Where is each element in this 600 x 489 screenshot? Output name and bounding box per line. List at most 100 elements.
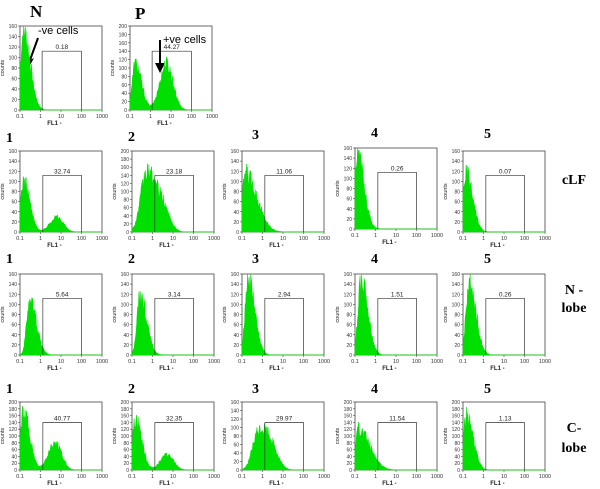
y-axis-label: counts: [443, 306, 449, 322]
y-tick-label: 100: [9, 56, 18, 62]
y-tick-label: 20: [123, 343, 129, 349]
y-tick-label: 140: [121, 173, 130, 179]
y-tick-label: 80: [233, 190, 239, 196]
y-tick-label: 0: [14, 468, 17, 474]
y-tick-label: 40: [123, 333, 129, 339]
x-tick-label: 1: [39, 114, 42, 120]
y-tick-label: 60: [11, 77, 17, 83]
gate-percent-label: 0.26: [391, 165, 404, 172]
y-tick-label: 0: [349, 353, 352, 359]
y-tick-label: 60: [454, 448, 460, 454]
y-axis-label: counts: [443, 183, 449, 199]
x-tick-label: 0.1: [238, 474, 246, 480]
y-tick-label: 80: [346, 313, 352, 319]
y-tick-label: 40: [121, 91, 127, 97]
histogram-area: [129, 56, 212, 111]
y-axis-label: counts: [443, 428, 449, 444]
x-tick-label: 10: [58, 236, 64, 242]
x-tick-label: 10: [501, 474, 507, 480]
y-tick-label: 140: [231, 159, 240, 165]
x-tick-label: 10: [58, 114, 64, 120]
x-tick-label: 100: [189, 359, 198, 365]
y-tick-label: 20: [454, 461, 460, 467]
y-tick-label: 0: [457, 230, 460, 236]
x-tick-label: 1: [482, 236, 485, 242]
x-tick-label: 10: [168, 114, 174, 120]
y-tick-label: 20: [346, 461, 352, 467]
y-tick-label: 100: [231, 302, 240, 308]
x-tick-label: 0.1: [459, 474, 467, 480]
histogram-area: [354, 273, 437, 356]
annotation-positive-cells: +ve cells: [163, 34, 207, 46]
x-tick-label: 1: [39, 359, 42, 365]
y-tick-label: 40: [11, 454, 17, 460]
x-tick-label: 100: [77, 359, 86, 365]
y-tick-label: 160: [231, 149, 240, 155]
y-tick-label: 80: [121, 74, 127, 80]
y-tick-label: 160: [121, 414, 130, 420]
histogram-area: [354, 421, 437, 471]
x-tick-label: 1000: [96, 236, 108, 242]
x-tick-label: 1: [261, 236, 264, 242]
x-tick-label: 100: [77, 114, 86, 120]
histogram-area: [241, 423, 324, 471]
y-tick-label: 80: [123, 441, 129, 447]
sample-number-clobe-3: 3: [252, 382, 259, 397]
histogram-panel-nlobe-5: 0 20 40 60 80 100 120 140 160 0.1 1 10 100 1000 FL1 - c…: [443, 268, 555, 373]
x-tick-label: 100: [299, 359, 308, 365]
gate-percent-label: 44.27: [164, 44, 181, 51]
x-tick-label: 1000: [208, 359, 220, 365]
gate-percent-label: 29.97: [276, 415, 293, 422]
x-tick-label: 100: [77, 474, 86, 480]
y-tick-label: 0: [124, 108, 127, 114]
x-tick-label: 0.1: [126, 114, 134, 120]
y-tick-label: 140: [344, 156, 353, 162]
y-tick-label: 20: [454, 220, 460, 226]
histogram-panel-clf-4: 0 20 40 60 80 100 120 140 160 0.1 1 10 100 1000 FL1 - c…: [335, 142, 447, 247]
gate-percent-label: 11.06: [276, 168, 292, 175]
gate-percent-label: 23.18: [166, 168, 183, 175]
x-axis-label: FL1 -: [382, 481, 396, 487]
x-tick-label: 1000: [208, 236, 220, 242]
x-tick-label: 1000: [96, 114, 108, 120]
y-tick-label: 140: [119, 49, 128, 55]
header-positive-control: P: [135, 4, 146, 23]
y-tick-label: 180: [121, 157, 130, 163]
histogram-panel-nlobe-1: 0 20 40 60 80 100 120 140 160 0.1 1 10 100 1000 FL1 - c…: [0, 268, 112, 373]
y-tick-label: 40: [454, 333, 460, 339]
y-tick-label: 40: [454, 210, 460, 216]
x-tick-label: 1000: [318, 236, 330, 242]
histogram-panel-clobe-1: 0 20 40 60 80 100 120 140 160 180 200 0.1 1 10 100 1000…: [0, 396, 112, 488]
y-tick-label: 100: [344, 434, 353, 440]
y-tick-label: 40: [233, 333, 239, 339]
histogram-area: [241, 273, 324, 356]
y-tick-label: 200: [119, 24, 128, 30]
y-tick-label: 200: [121, 149, 130, 155]
histogram-panel-clf-5: 0 20 40 60 80 100 120 140 160 0.1 1 10 100 1000 FL1 - c…: [443, 145, 555, 250]
y-tick-label: 160: [9, 272, 18, 278]
y-tick-label: 0: [14, 353, 17, 359]
y-axis-label: counts: [0, 306, 6, 322]
x-tick-label: 10: [280, 236, 286, 242]
y-tick-label: 160: [9, 149, 18, 155]
y-tick-label: 160: [119, 41, 128, 47]
gate-percent-label: 32.74: [54, 168, 71, 175]
y-tick-label: 120: [121, 427, 130, 433]
gate-percent-label: 0.18: [55, 44, 68, 51]
y-tick-label: 0: [457, 468, 460, 474]
x-tick-label: 1: [374, 359, 377, 365]
y-tick-label: 20: [123, 461, 129, 467]
x-axis-label: FL1 -: [159, 481, 173, 487]
y-tick-label: 160: [344, 414, 353, 420]
sample-number-clf-4: 4: [371, 126, 378, 141]
x-tick-label: 10: [280, 474, 286, 480]
x-tick-label: 10: [170, 474, 176, 480]
y-tick-label: 60: [123, 448, 129, 454]
histogram-area: [19, 406, 102, 471]
row-label-clobe-line2: lobe: [561, 441, 587, 456]
y-tick-label: 120: [9, 292, 18, 298]
y-tick-label: 80: [123, 313, 129, 319]
y-tick-label: 20: [11, 461, 17, 467]
x-axis-label: FL1 -: [47, 366, 61, 372]
y-tick-label: 60: [123, 323, 129, 329]
